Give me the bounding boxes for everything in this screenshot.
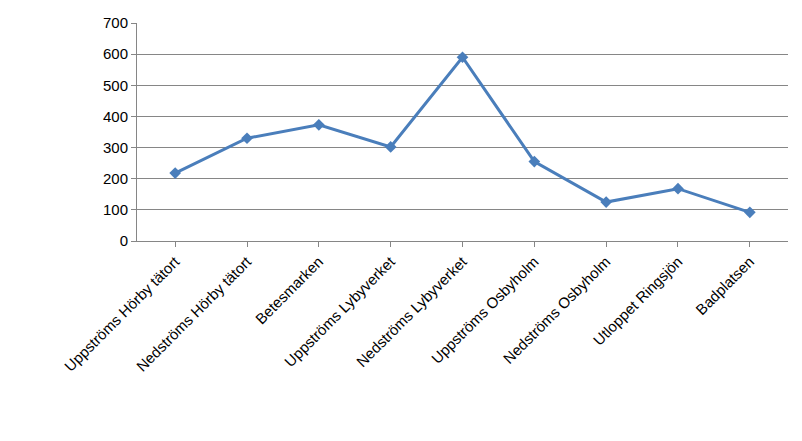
svg-text:Uppströms Hörby tätort: Uppströms Hörby tätort <box>61 252 183 374</box>
svg-text:Uppströms Lybyverket: Uppströms Lybyverket <box>281 252 399 370</box>
svg-text:400: 400 <box>103 108 128 125</box>
svg-text:Uppströms Osbyholm: Uppströms Osbyholm <box>428 253 542 367</box>
svg-text:Nedströms Osbyholm: Nedströms Osbyholm <box>500 253 614 367</box>
svg-text:600: 600 <box>103 45 128 62</box>
svg-text:100: 100 <box>103 201 128 218</box>
svg-text:Nedströms Lybyverket: Nedströms Lybyverket <box>353 252 471 370</box>
svg-text:500: 500 <box>103 77 128 94</box>
svg-text:700: 700 <box>103 14 128 31</box>
svg-text:Betesmarken: Betesmarken <box>252 253 327 328</box>
svg-text:200: 200 <box>103 170 128 187</box>
svg-text:300: 300 <box>103 139 128 156</box>
svg-text:Utloppet Ringsjön: Utloppet Ringsjön <box>590 253 686 349</box>
svg-text:Nedströms Hörby tätort: Nedströms Hörby tätort <box>133 252 255 374</box>
svg-text:0: 0 <box>120 232 128 249</box>
svg-text:Badplatsen: Badplatsen <box>692 253 757 318</box>
